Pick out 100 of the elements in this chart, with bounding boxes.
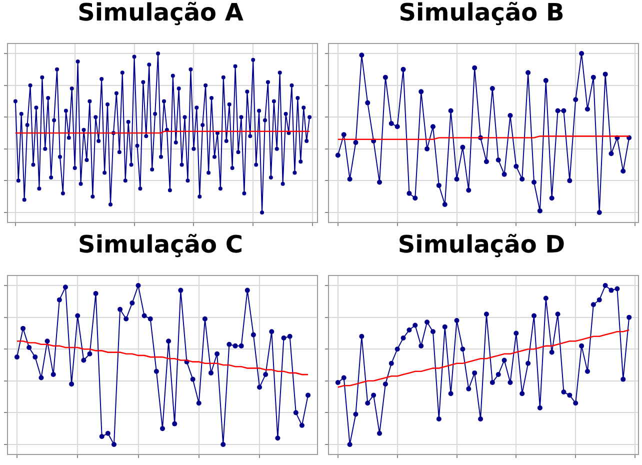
point [412, 322, 418, 328]
point [75, 313, 80, 318]
point [347, 442, 352, 447]
point [293, 410, 298, 416]
point [496, 372, 501, 378]
point [460, 346, 466, 352]
point [608, 151, 614, 156]
point [257, 384, 262, 390]
point [424, 146, 430, 152]
point [537, 405, 542, 410]
point [466, 188, 472, 193]
point [306, 392, 311, 398]
point [555, 108, 560, 114]
point [371, 392, 376, 398]
point [430, 124, 436, 130]
point [335, 380, 340, 385]
point [584, 106, 590, 112]
point [620, 376, 626, 382]
point [347, 176, 352, 182]
point [520, 391, 525, 396]
point [269, 329, 274, 334]
point [299, 422, 304, 428]
point [436, 416, 442, 422]
point [466, 386, 472, 392]
point [81, 358, 86, 363]
point [32, 354, 38, 360]
point [543, 78, 548, 84]
point [561, 390, 566, 395]
point [105, 430, 110, 436]
point [341, 132, 346, 138]
point [596, 210, 602, 215]
point [406, 190, 412, 196]
point [532, 180, 537, 185]
point [281, 335, 286, 340]
point [377, 430, 382, 436]
point [484, 312, 489, 317]
point [359, 52, 364, 58]
point [365, 100, 370, 106]
point [232, 343, 238, 348]
point [424, 320, 430, 325]
point [502, 358, 507, 363]
point [579, 343, 584, 348]
point [579, 51, 584, 56]
point [353, 412, 358, 417]
point [377, 180, 382, 185]
point [478, 416, 484, 422]
point [532, 313, 537, 318]
point [602, 72, 608, 77]
point [573, 97, 578, 102]
point [549, 196, 554, 201]
point [214, 351, 220, 356]
point [418, 343, 424, 348]
point [196, 400, 202, 406]
point [561, 108, 566, 114]
point [400, 335, 406, 340]
point [244, 288, 250, 293]
point [208, 370, 214, 376]
point [412, 196, 418, 201]
point [335, 152, 340, 158]
point [472, 370, 478, 376]
point [148, 316, 153, 322]
point [526, 360, 531, 366]
point [142, 313, 147, 318]
point [454, 176, 460, 182]
point [626, 314, 632, 320]
point [490, 86, 495, 91]
point [166, 338, 172, 344]
point [250, 332, 256, 338]
point [608, 288, 614, 293]
point [620, 168, 626, 174]
point [508, 380, 513, 385]
point [614, 286, 620, 292]
point [220, 442, 226, 447]
point [26, 345, 32, 350]
point [472, 65, 478, 70]
point [56, 297, 62, 302]
point [263, 372, 268, 378]
point [418, 89, 424, 94]
point [514, 330, 519, 336]
point [549, 350, 554, 355]
point [448, 391, 454, 396]
point [596, 297, 602, 302]
point [178, 288, 184, 293]
point [508, 113, 513, 118]
point [38, 375, 44, 380]
point [436, 182, 442, 188]
point [118, 306, 123, 312]
point [602, 283, 608, 288]
point [359, 334, 364, 339]
point [87, 351, 92, 356]
point [382, 382, 388, 387]
point [543, 296, 548, 301]
point [520, 176, 525, 182]
point [124, 316, 129, 322]
point [382, 74, 388, 80]
chart-title: Simulação A [78, 0, 244, 26]
chart-title: Simulação B [398, 0, 564, 26]
point [496, 158, 501, 163]
point [238, 343, 244, 348]
point [365, 400, 370, 406]
